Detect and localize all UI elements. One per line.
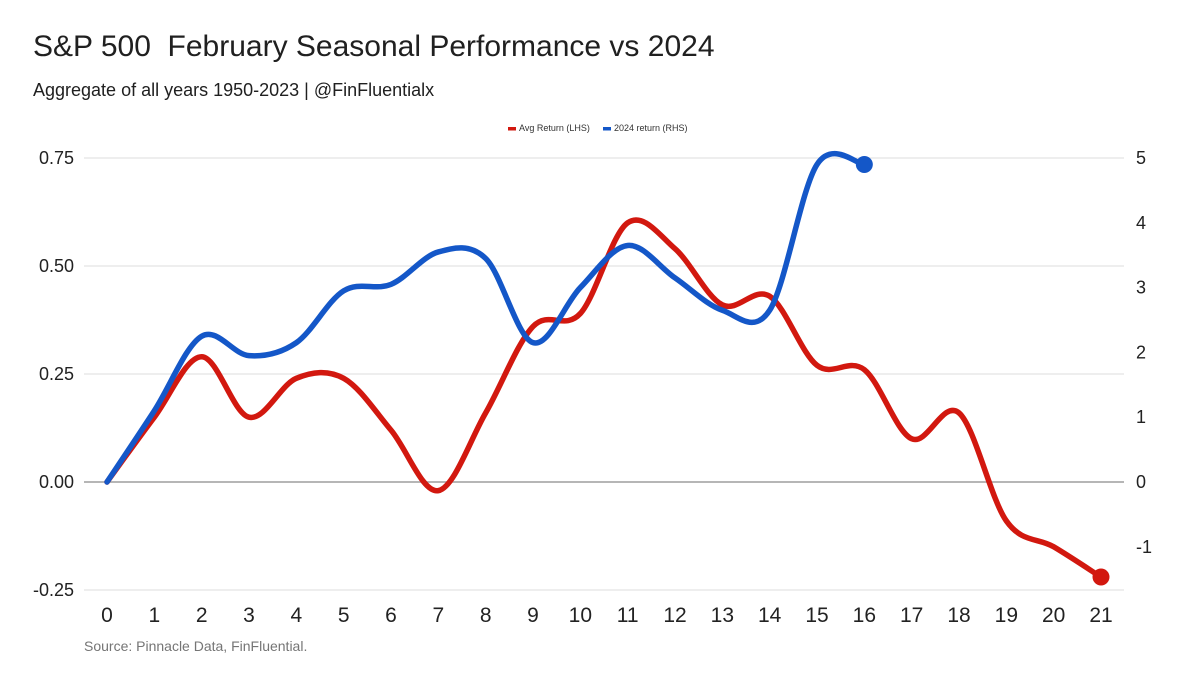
chart-source: Source: Pinnacle Data, FinFluential. <box>84 638 308 654</box>
y-right-tick-label: 2 <box>1136 342 1146 362</box>
x-tick-label: 3 <box>243 604 255 627</box>
return-2024-end-marker <box>855 155 873 173</box>
x-tick-label: 7 <box>432 604 444 627</box>
y-right-tick-label: 0 <box>1136 472 1146 492</box>
y-right-tick-label: 4 <box>1136 213 1146 233</box>
y-left-tick-label: 0.25 <box>39 364 74 384</box>
y-left-tick-label: 0.00 <box>39 472 74 492</box>
x-tick-label: 1 <box>148 604 160 627</box>
y-right-tick-label: 5 <box>1136 148 1146 168</box>
x-tick-label: 20 <box>1042 604 1065 627</box>
y-left-tick-label: 0.50 <box>39 256 74 276</box>
x-tick-label: 17 <box>900 604 923 627</box>
legend-swatch-return-2024 <box>603 127 611 131</box>
x-tick-label: 10 <box>569 604 592 627</box>
x-tick-label: 16 <box>853 604 876 627</box>
x-tick-label: 13 <box>711 604 734 627</box>
y-right-tick-label: 1 <box>1136 407 1146 427</box>
x-tick-label: 0 <box>101 604 113 627</box>
avg-return-line <box>104 217 1104 580</box>
x-tick-label: 9 <box>527 604 539 627</box>
x-tick-label: 6 <box>385 604 397 627</box>
x-tick-label: 19 <box>995 604 1018 627</box>
y-right-tick-label: 3 <box>1136 278 1146 298</box>
x-tick-label: 15 <box>805 604 828 627</box>
avg-return-end-marker <box>1092 568 1110 586</box>
return-2024-line <box>104 150 868 485</box>
chart-title: S&P 500 February Seasonal Performance vs… <box>33 30 715 63</box>
legend-label-return-2024: 2024 return (RHS) <box>614 123 688 133</box>
legend-swatch-avg-return <box>508 127 516 131</box>
x-tick-label: 14 <box>758 604 782 627</box>
x-tick-label: 8 <box>480 604 492 627</box>
y-left-tick-label: -0.25 <box>33 580 74 600</box>
x-tick-label: 21 <box>1089 604 1112 627</box>
chart-subtitle: Aggregate of all years 1950-2023 | @FinF… <box>33 80 435 100</box>
x-tick-label: 4 <box>290 604 302 627</box>
y-left-tick-label: 0.75 <box>39 148 74 168</box>
x-tick-label: 5 <box>338 604 350 627</box>
x-tick-label: 12 <box>663 604 686 627</box>
legend-label-avg-return: Avg Return (LHS) <box>519 123 590 133</box>
x-tick-label: 18 <box>947 604 970 627</box>
x-tick-label: 2 <box>196 604 208 627</box>
x-tick-label: 11 <box>617 604 639 627</box>
y-right-tick-label: -1 <box>1136 537 1152 557</box>
